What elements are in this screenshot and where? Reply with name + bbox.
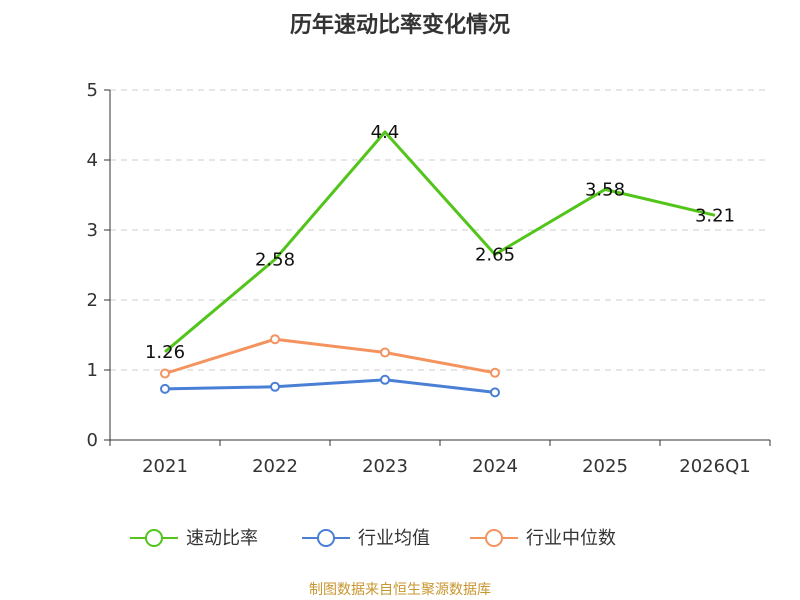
series-2-point-2022 (270, 334, 280, 345)
data-label-2024: 2.65 (475, 245, 515, 266)
chart-title: 历年速动比率变化情况 (290, 12, 510, 38)
series-group (160, 130, 716, 398)
legend-label-1: 行业均值 (358, 528, 430, 549)
x-tick-label-2023: 2023 (362, 456, 408, 477)
y-tick-label-0: 0 (87, 430, 98, 451)
x-tick-label-2026Q1: 2026Q1 (679, 456, 750, 477)
series-1-point-2024 (490, 387, 500, 398)
series-1-point-2023 (380, 374, 390, 385)
x-tick-label-2024: 2024 (472, 456, 518, 477)
legend-marker-1 (317, 529, 335, 547)
legend-marker-2 (485, 529, 503, 547)
x-axis-ticks: 2021 2022 2023 2024 2025 2026Q1 (142, 456, 751, 477)
legend-label-2: 行业中位数 (526, 528, 616, 549)
series-line-0 (164, 130, 716, 353)
series-2-point-2023 (380, 347, 390, 358)
series-2-point-2021 (160, 368, 170, 379)
y-axis-ticks: 0 1 2 3 4 5 (87, 80, 98, 451)
x-tick-label-2025: 2025 (582, 456, 628, 477)
axes (104, 89, 771, 446)
data-label-2025: 3.58 (585, 179, 625, 200)
y-tick-label-4: 4 (87, 150, 98, 171)
series-2-point-2024 (490, 367, 500, 378)
x-tick-label-2022: 2022 (252, 456, 298, 477)
data-label-2021: 1.26 (145, 342, 185, 363)
series-line-2 (164, 337, 496, 375)
legend-label-0: 速动比率 (186, 528, 258, 549)
source-note: 制图数据来自恒生聚源数据库 (309, 582, 491, 598)
data-label-2026Q1: 3.21 (695, 205, 735, 226)
data-labels: 1.26 2.58 4.4 2.65 3.58 3.21 (145, 122, 735, 363)
series-line-1 (164, 378, 496, 394)
series-1-point-2022 (270, 381, 280, 392)
y-tick-label-2: 2 (87, 290, 98, 311)
legend: 速动比率 行业均值 行业中位数 (130, 528, 616, 549)
x-tick-label-2021: 2021 (142, 456, 188, 477)
data-label-2023: 4.4 (371, 122, 400, 143)
legend-marker-0 (145, 529, 163, 547)
y-tick-label-5: 5 (87, 80, 98, 101)
y-tick-label-1: 1 (87, 360, 98, 381)
data-label-2022: 2.58 (255, 249, 295, 270)
grid-lines (110, 89, 770, 371)
y-tick-label-3: 3 (87, 220, 98, 241)
series-1-point-2021 (160, 383, 170, 394)
